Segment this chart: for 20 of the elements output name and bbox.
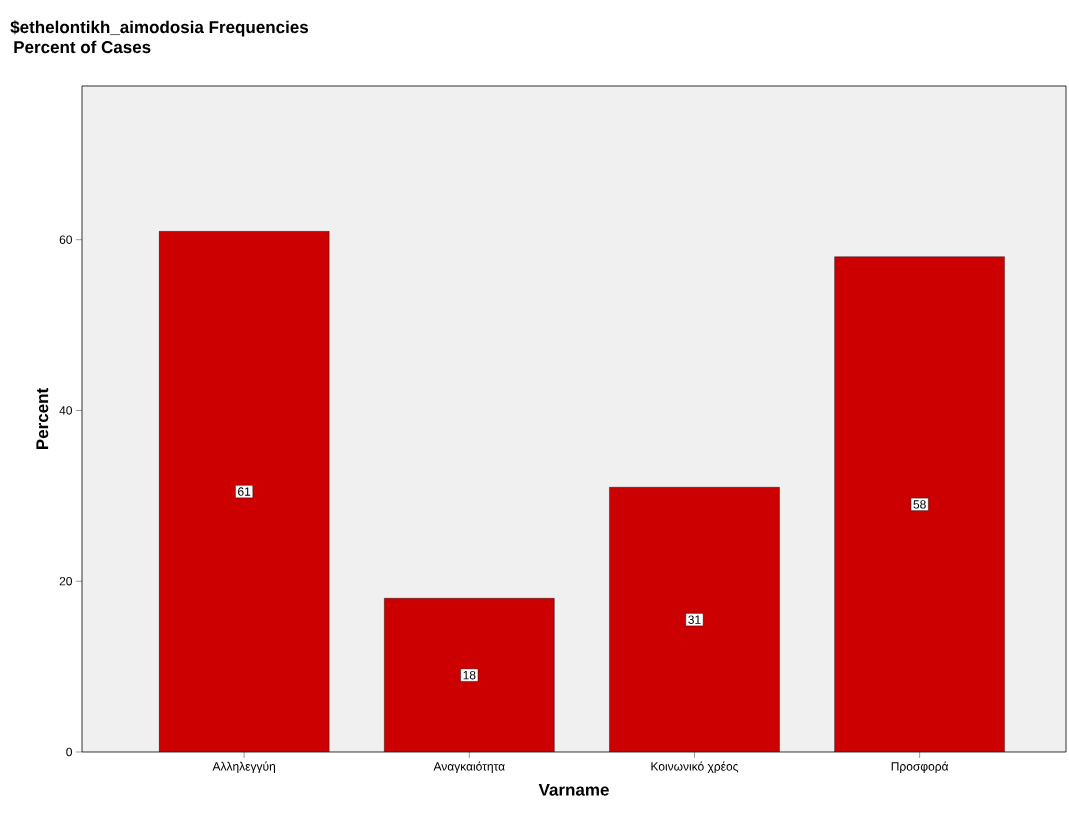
chart-subtitle: Percent of Cases [14,40,151,54]
bar [609,487,780,752]
y-tick-label: 0 [66,747,73,757]
x-tick-label: Προσφορά [891,761,949,774]
y-tick-label: 60 [59,235,73,244]
data-label: 31 [688,615,701,624]
chart-title: $ethelontikh_aimodosia Frequencies [10,20,309,37]
x-tick-label: Κοινωνικό χρέος [651,761,739,774]
x-tick-label: Αναγκαιότητα [433,761,505,774]
data-label: 58 [913,500,926,509]
y-tick-label: 20 [59,576,73,586]
data-label: 18 [463,670,476,680]
bar [384,598,555,752]
y-axis-title: Percent [36,388,49,450]
x-tick-label: Αλληλεγγύη [212,761,275,774]
bar [834,256,1005,752]
y-tick-label: 40 [59,406,73,415]
x-axis-title: Varname [538,783,609,796]
data-label: 61 [238,487,251,496]
bar [159,231,330,752]
